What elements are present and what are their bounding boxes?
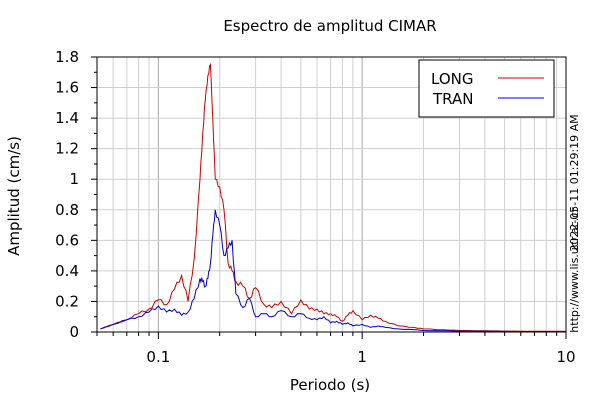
y-tick-label: 1.6 <box>55 79 79 97</box>
y-tick-label: 1 <box>69 170 79 188</box>
y-tick-label: 0 <box>69 323 79 341</box>
source-url-label: http://www.lis.ucr.ac.cr <box>568 207 581 333</box>
y-tick-label: 0.8 <box>55 201 79 219</box>
legend-box <box>418 59 555 118</box>
legend: LONG TRAN <box>418 59 555 118</box>
series-line-tran <box>100 209 567 333</box>
series-group <box>100 62 567 333</box>
x-tick-label: 10 <box>556 348 575 366</box>
y-tick-label: 0.6 <box>55 231 79 249</box>
x-tick-label: 0.1 <box>146 348 170 366</box>
chart-title: Espectro de amplitud CIMAR <box>223 17 436 35</box>
y-axis-title: Amplitud (cm/s) <box>5 136 23 256</box>
series-line-long <box>100 62 566 332</box>
y-tick-label: 1.8 <box>55 48 79 66</box>
legend-label-long: LONG <box>431 70 473 88</box>
x-tick-label: 1 <box>357 348 367 366</box>
x-axis-title: Periodo (s) <box>290 376 370 394</box>
axis-ticks: 0 0.2 0.4 0.6 0.8 1 1.2 1.4 1.6 1.8 0.1 1 10 <box>55 48 575 366</box>
y-tick-label: 0.2 <box>55 292 79 310</box>
y-tick-label: 1.2 <box>55 140 79 158</box>
y-tick-label: 0.4 <box>55 262 79 280</box>
y-tick-label: 1.4 <box>55 109 79 127</box>
timestamp-label: 2022-05-11 01:29:19 AM <box>568 114 581 251</box>
legend-label-tran: TRAN <box>432 90 473 108</box>
